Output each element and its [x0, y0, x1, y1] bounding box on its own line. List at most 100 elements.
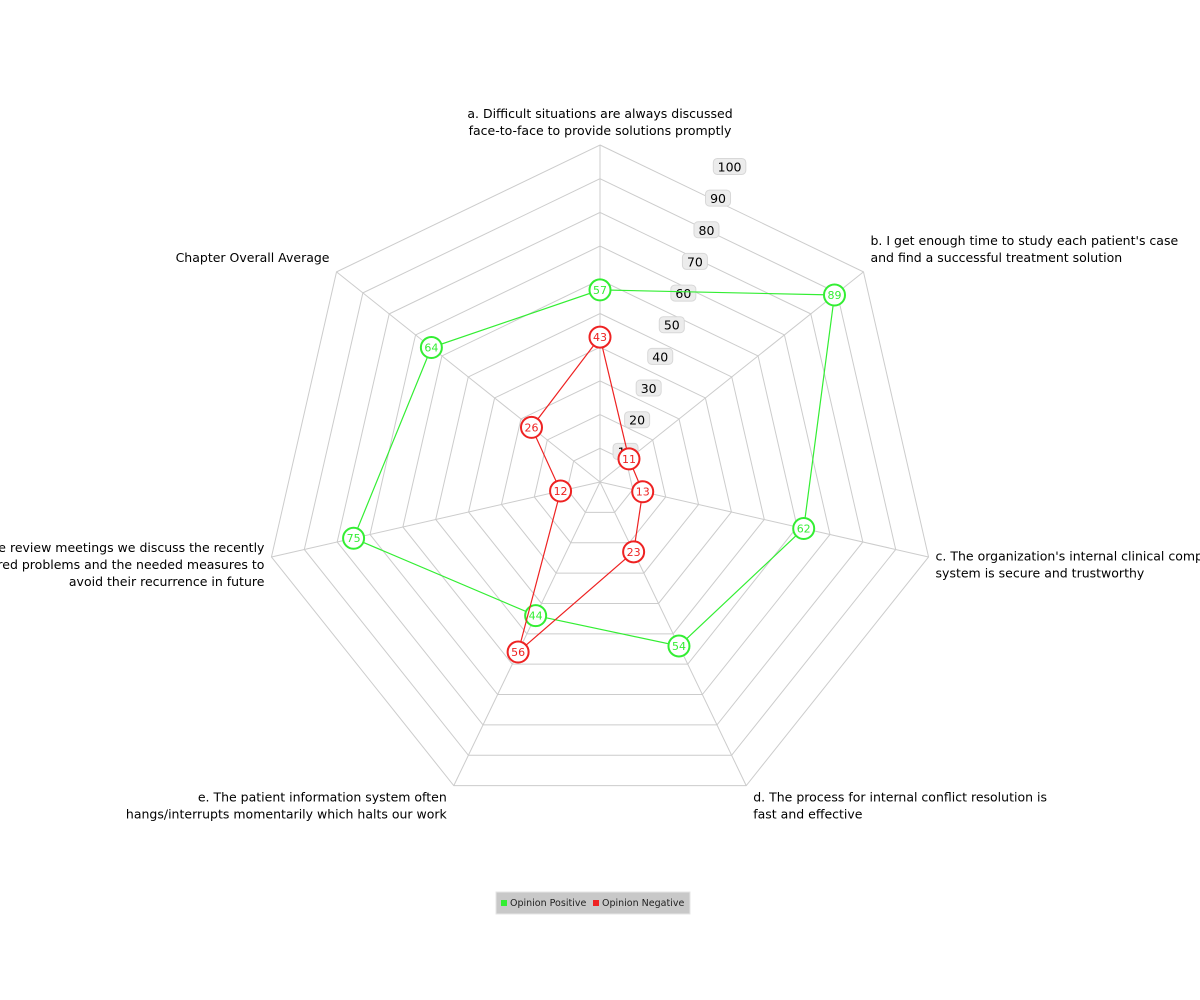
radial-tick-bg [647, 347, 674, 365]
series-point-label: 43 [593, 331, 607, 344]
legend-swatch [501, 900, 507, 906]
series-point-marker [342, 526, 366, 550]
series-point-label: 11 [622, 453, 636, 466]
series-point: 23 [622, 540, 646, 564]
axis-label-line: e. The patient information system often [198, 790, 447, 805]
series-layer: 57 89 62 54 44 75 64 43 11 13 23 56 12 26 [342, 278, 846, 664]
series-point: 62 [792, 516, 816, 540]
legend-swatch [593, 900, 599, 906]
axis-label-line: fast and effective [753, 807, 863, 822]
legend-label: Opinion Positive [510, 898, 586, 909]
radial-tick-label: 60 [675, 286, 691, 301]
series-point: 26 [519, 415, 543, 439]
series-point-marker [549, 479, 573, 503]
series-point-label: 57 [593, 284, 607, 297]
axis-label-3: d. The process for internal conflict res… [753, 790, 1047, 822]
axis-label-line: encountered problems and the needed meas… [0, 557, 264, 572]
radial-tick-bg [658, 316, 685, 334]
grid-spoke-3 [599, 481, 747, 786]
radial-tick-bg [635, 379, 662, 397]
grid-spoke-6 [336, 271, 601, 483]
grid-ring-50 [435, 312, 765, 635]
axis-label-6: Chapter Overall Average [176, 250, 330, 265]
axis-label-line: system is secure and trustworthy [936, 565, 1145, 580]
series-point-marker [622, 540, 646, 564]
radial-tick-50: 50 [658, 316, 685, 334]
series-point-marker [822, 283, 846, 307]
radial-tick-label: 90 [710, 191, 726, 206]
grid-ring-80 [336, 211, 864, 726]
radial-tick-40: 40 [647, 347, 674, 365]
radial-tick-label: 70 [687, 254, 703, 269]
series-point: 12 [549, 479, 573, 503]
grid-ring-100 [270, 144, 930, 787]
legend-item-0: Opinion Positive [501, 898, 586, 909]
axis-label-line: a. Difficult situations are always discu… [467, 106, 732, 121]
radial-tick-label: 80 [699, 223, 715, 238]
radial-tick-label: 40 [652, 349, 668, 364]
series-point: 64 [419, 336, 443, 360]
radial-tick-label: 20 [629, 413, 645, 428]
radial-tick-labels: 102030405060708090100 [612, 157, 747, 460]
series-point-marker [588, 278, 612, 302]
legend: Opinion Positive Opinion Negative [495, 891, 691, 915]
grid-spoke-2 [599, 481, 929, 558]
series-point: 11 [617, 447, 641, 471]
series-point: 89 [822, 283, 846, 307]
series-point-label: 62 [797, 522, 811, 535]
series-0: 57 89 62 54 44 75 64 [342, 278, 846, 658]
axis-label-1: b. I get enough time to study each patie… [870, 233, 1178, 265]
series-1: 43 11 13 23 56 12 26 [506, 325, 655, 664]
radial-tick-label: 30 [641, 381, 657, 396]
grid-ring-60 [402, 279, 798, 665]
series-point-label: 56 [511, 646, 525, 659]
radial-tick-label: 50 [664, 318, 680, 333]
grid-ring-90 [303, 178, 897, 756]
axis-label-line: Chapter Overall Average [176, 250, 330, 265]
axis-labels: a. Difficult situations are always discu… [0, 106, 1200, 822]
series-point: 54 [667, 634, 691, 658]
grid-ring-20 [533, 414, 667, 544]
legend-label: Opinion Negative [602, 898, 684, 909]
radar-grid [270, 144, 930, 787]
series-point-label: 44 [529, 610, 543, 623]
axis-label-line: and find a successful treatment solution [870, 250, 1122, 265]
series-point-label: 13 [636, 486, 650, 499]
series-point-label: 54 [672, 640, 686, 653]
series-point-marker [524, 604, 548, 628]
radial-tick-100: 100 [712, 157, 747, 175]
series-point-marker [519, 415, 543, 439]
radial-tick-bg [712, 157, 747, 175]
axis-label-line: b. I get enough time to study each patie… [870, 233, 1178, 248]
series-point-label: 75 [347, 532, 361, 545]
series-point: 13 [631, 480, 655, 504]
radial-tick-bg [705, 189, 732, 207]
series-point-marker [792, 516, 816, 540]
series-point: 43 [588, 325, 612, 349]
grid-spoke-5 [271, 481, 601, 558]
grid-spoke-4 [453, 481, 601, 786]
series-point-marker [588, 325, 612, 349]
series-point: 75 [342, 526, 366, 550]
radial-tick-bg [670, 284, 697, 302]
axis-label-line: c. The organization's internal clinical … [936, 548, 1200, 563]
radial-tick-bg [693, 221, 720, 239]
series-point: 44 [524, 604, 548, 628]
axis-label-line: f. In the case review meetings we discus… [0, 540, 265, 555]
axis-label-4: e. The patient information system often h… [126, 790, 448, 822]
radial-tick-bg [624, 411, 651, 429]
radial-tick-90: 90 [705, 189, 732, 207]
radial-tick-20: 20 [624, 411, 651, 429]
radial-tick-label: 100 [718, 159, 742, 174]
axis-label-line: face-to-face to provide solutions prompt… [469, 123, 732, 138]
radial-tick-80: 80 [693, 221, 720, 239]
series-point-label: 12 [554, 485, 568, 498]
legend-item-1: Opinion Negative [593, 898, 684, 909]
series-point-label: 23 [627, 546, 641, 559]
series-point-label: 26 [524, 421, 538, 434]
series-point-marker [667, 634, 691, 658]
axis-label-line: d. The process for internal conflict res… [753, 790, 1047, 805]
series-point-marker [617, 447, 641, 471]
radial-tick-60: 60 [670, 284, 697, 302]
